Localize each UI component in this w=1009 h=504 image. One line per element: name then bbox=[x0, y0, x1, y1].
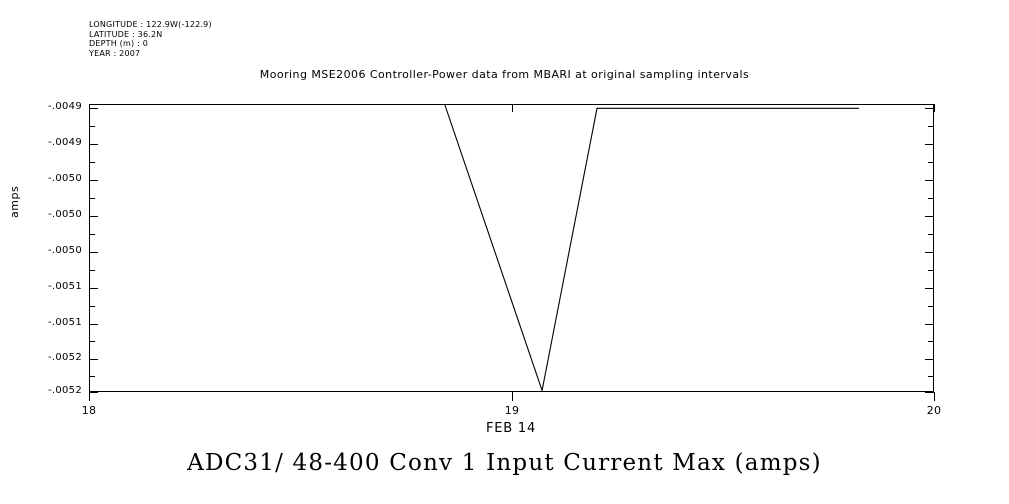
x-axis-label: FEB 14 bbox=[485, 421, 537, 436]
y-tick-label: -.0050 bbox=[47, 244, 82, 256]
x-tick-label: 19 bbox=[504, 404, 520, 417]
y-tick-major bbox=[89, 180, 98, 181]
y-tick-major bbox=[89, 252, 98, 253]
y-tick-minor-right bbox=[928, 376, 934, 377]
y-tick-major-right bbox=[925, 108, 934, 109]
y-tick-major bbox=[89, 392, 98, 393]
y-tick-minor bbox=[89, 376, 95, 377]
chart-title: Mooring MSE2006 Controller-Power data fr… bbox=[259, 68, 750, 81]
y-tick-minor-right bbox=[928, 198, 934, 199]
y-tick-label: -.0051 bbox=[47, 280, 82, 292]
y-tick-minor bbox=[89, 234, 95, 235]
y-tick-label: -.0051 bbox=[47, 316, 82, 328]
y-tick-label: -.0052 bbox=[47, 352, 82, 364]
y-tick-major-right bbox=[925, 180, 934, 181]
y-tick-minor bbox=[89, 306, 95, 307]
x-tick bbox=[934, 392, 935, 401]
x-tick-label: 18 bbox=[81, 404, 97, 417]
y-tick-major-right bbox=[925, 216, 934, 217]
y-tick-minor-right bbox=[928, 234, 934, 235]
chart-caption: ADC31/ 48-400 Conv 1 Input Current Max (… bbox=[187, 450, 822, 476]
station-metadata: LONGITUDE : 122.9W(-122.9) LATITUDE : 36… bbox=[89, 20, 212, 58]
y-tick-major-right bbox=[925, 359, 934, 360]
metadata-latitude: LATITUDE : 36.2N bbox=[89, 29, 163, 39]
metadata-depth: DEPTH (m) : 0 bbox=[89, 39, 148, 49]
y-tick-major-right bbox=[925, 252, 934, 253]
x-tick bbox=[89, 392, 90, 401]
y-tick-minor-right bbox=[928, 306, 934, 307]
x-tick-top bbox=[934, 104, 935, 112]
y-tick-major-right bbox=[925, 392, 934, 393]
y-tick-label: -.0050 bbox=[47, 208, 82, 220]
y-tick-major-right bbox=[925, 324, 934, 325]
y-tick-label: -.0049 bbox=[47, 101, 82, 113]
y-tick-major-right bbox=[925, 288, 934, 289]
y-axis-label: amps bbox=[8, 185, 21, 218]
plot-frame bbox=[89, 104, 934, 393]
y-tick-minor bbox=[89, 126, 95, 127]
metadata-year: YEAR : 2007 bbox=[89, 48, 141, 58]
metadata-longitude: LONGITUDE : 122.9W(-122.9) bbox=[89, 20, 212, 29]
y-tick-minor bbox=[89, 270, 95, 271]
y-tick-minor bbox=[89, 162, 95, 163]
y-tick-minor-right bbox=[928, 270, 934, 271]
y-tick-major-right bbox=[925, 144, 934, 145]
y-tick-minor bbox=[89, 198, 95, 199]
y-tick-label: -.0052 bbox=[47, 385, 82, 396]
y-tick-major bbox=[89, 144, 98, 145]
x-tick bbox=[512, 392, 513, 401]
y-tick-major bbox=[89, 324, 98, 325]
y-tick-major bbox=[89, 359, 98, 360]
x-tick-top bbox=[512, 104, 513, 112]
y-tick-minor-right bbox=[928, 162, 934, 163]
y-tick-minor-right bbox=[928, 341, 934, 342]
y-tick-major bbox=[89, 288, 98, 289]
y-tick-label: -.0049 bbox=[47, 137, 82, 149]
y-tick-minor-right bbox=[928, 126, 934, 127]
y-tick-major bbox=[89, 108, 98, 109]
data-series-line bbox=[444, 105, 859, 393]
x-tick-top bbox=[89, 104, 90, 112]
y-tick-major bbox=[89, 216, 98, 217]
y-tick-minor bbox=[89, 341, 95, 342]
x-tick-label: 20 bbox=[926, 404, 942, 417]
y-tick-label: -.0050 bbox=[47, 172, 82, 184]
data-line-canvas bbox=[444, 105, 859, 393]
